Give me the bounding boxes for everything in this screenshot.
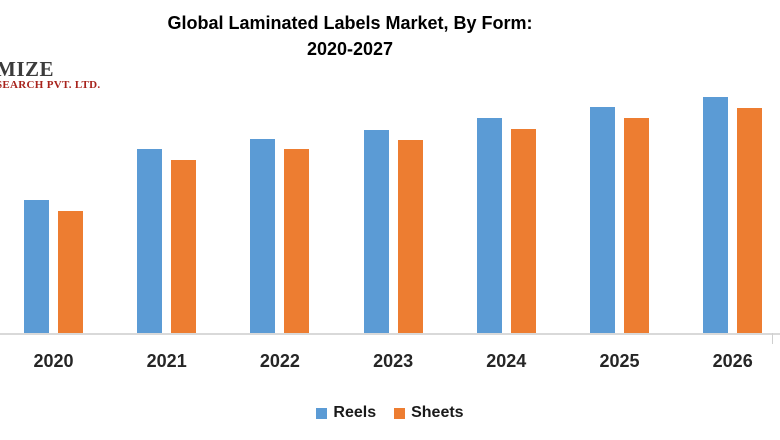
legend-swatch-sheets xyxy=(394,407,406,419)
publisher-logo: MIZE SEARCH PVT. LTD. xyxy=(0,59,100,92)
chart-title-line1: Global Laminated Labels Market, By Form: xyxy=(167,13,533,33)
publisher-logo-subtitle-fragment: SEARCH PVT. LTD. xyxy=(0,79,101,91)
bar-sheets-2020 xyxy=(58,211,83,333)
bar-sheets-2024 xyxy=(510,129,536,333)
x-axis-end-tick xyxy=(772,333,773,344)
x-axis-label-2021: 2021 xyxy=(146,351,187,371)
legend-label-sheets: Sheets xyxy=(411,404,464,421)
bar-reels-2024 xyxy=(476,118,502,333)
bar-reels-2022 xyxy=(250,139,276,333)
bar-sheets-2026 xyxy=(737,108,763,333)
bar-reels-2020 xyxy=(24,200,49,333)
bar-sheets-2023 xyxy=(397,140,423,333)
legend-label-reels: Reels xyxy=(333,404,377,421)
bar-sheets-2022 xyxy=(284,149,310,333)
legend: Reels Sheets xyxy=(0,402,780,424)
chart-title: Global Laminated Labels Market, By Form:… xyxy=(0,10,700,62)
bar-reels-2021 xyxy=(137,149,163,333)
bar-reels-2023 xyxy=(363,130,389,333)
x-axis-line xyxy=(0,333,780,335)
x-axis-label-2024: 2024 xyxy=(486,351,527,371)
publisher-logo-name-fragment: MIZE xyxy=(0,57,55,81)
x-axis-label-2020: 2020 xyxy=(33,351,74,371)
x-axis-label-2023: 2023 xyxy=(373,351,414,371)
bar-reels-2026 xyxy=(703,97,729,333)
legend-item-sheets: Sheets xyxy=(394,404,464,422)
legend-swatch-reels xyxy=(316,407,328,419)
bar-reels-2025 xyxy=(590,107,615,333)
chart-title-line2: 2020-2027 xyxy=(306,39,394,59)
x-axis-label-2026: 2026 xyxy=(712,351,753,371)
bar-sheets-2025 xyxy=(624,118,649,333)
x-axis-label-2025: 2025 xyxy=(599,351,640,371)
legend-item-reels: Reels xyxy=(316,404,376,422)
x-axis-label-2022: 2022 xyxy=(259,351,300,371)
bar-sheets-2021 xyxy=(171,160,197,333)
